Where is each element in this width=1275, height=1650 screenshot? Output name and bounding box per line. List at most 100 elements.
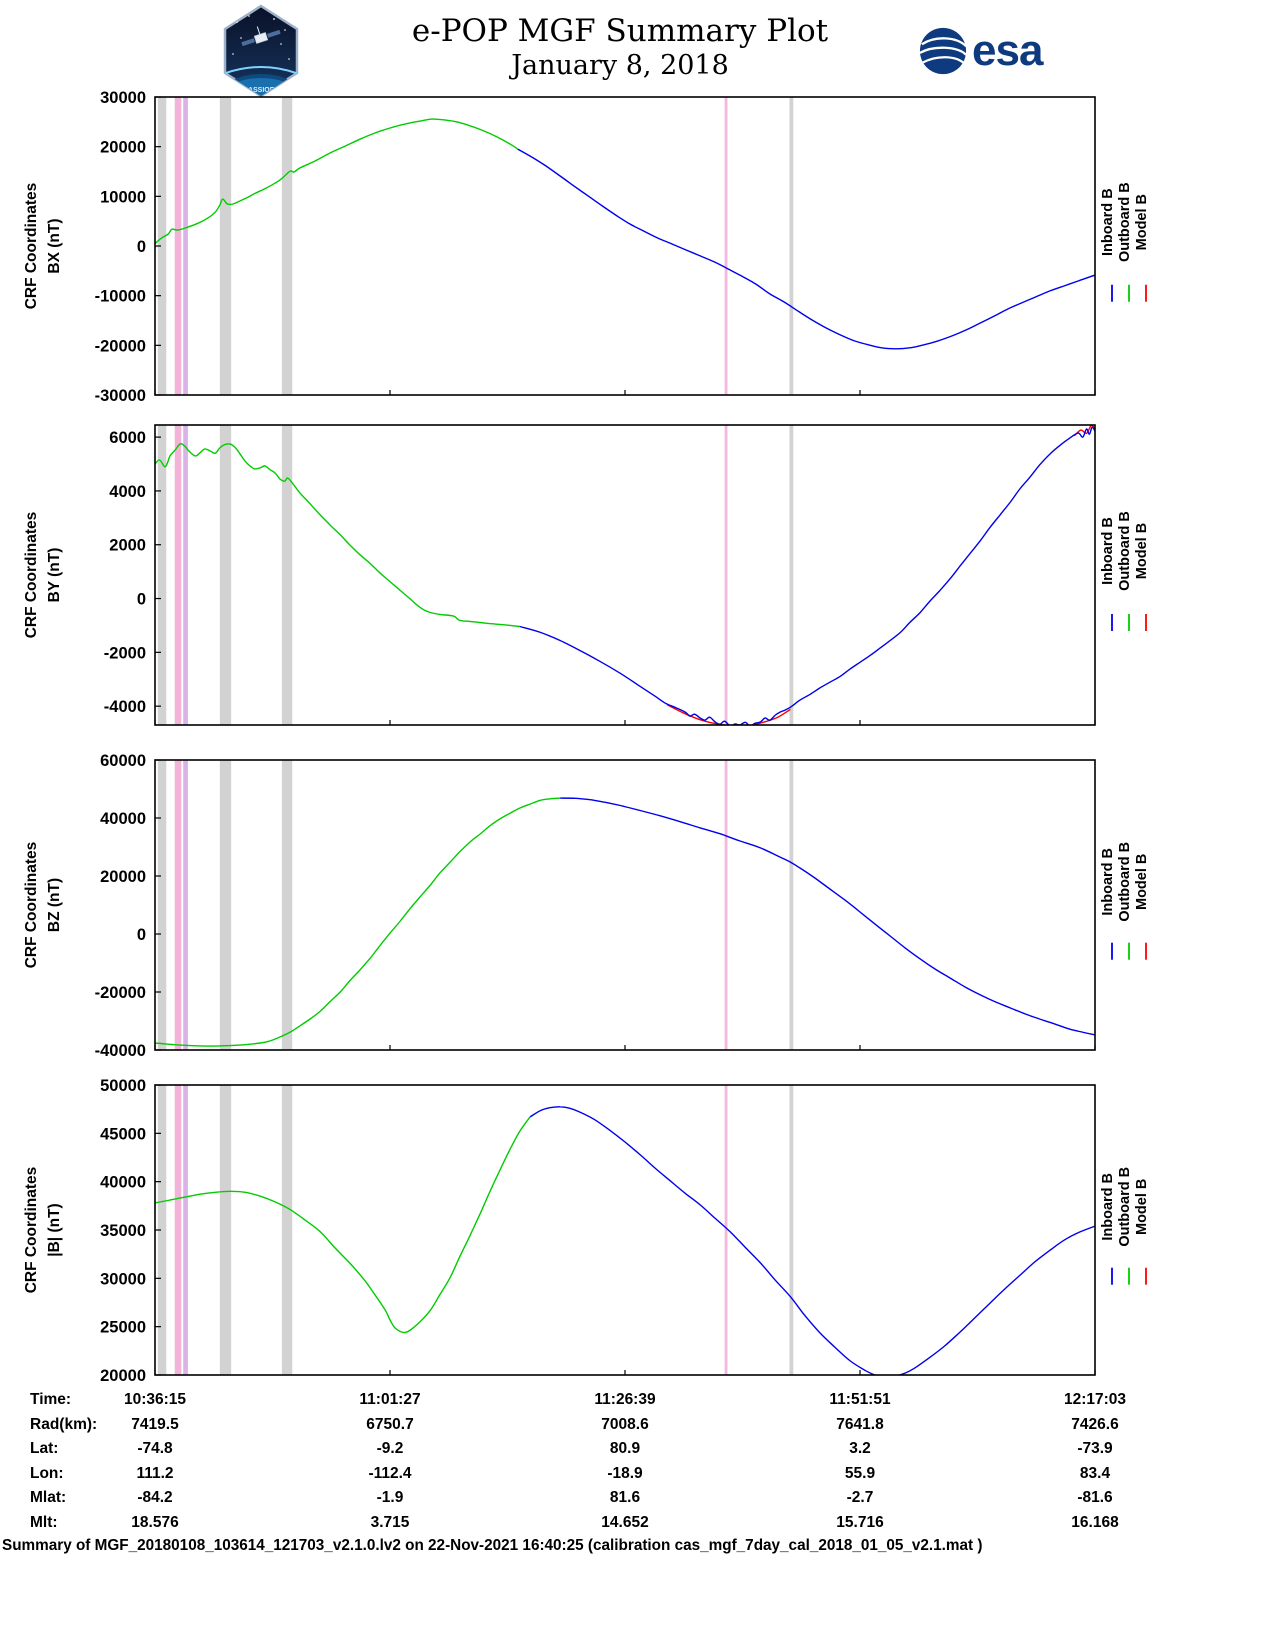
- event-band: [183, 425, 188, 725]
- table-cell: 81.6: [609, 1489, 641, 1507]
- event-band: [219, 1085, 232, 1375]
- table-cell: 12:17:03: [1063, 1391, 1127, 1408]
- y-tick-label: 0: [137, 591, 146, 609]
- table-cell: -18.9: [607, 1464, 643, 1482]
- footer-summary: Summary of MGF_20180108_103614_121703_v2…: [2, 1537, 983, 1554]
- event-band: [219, 425, 232, 725]
- table-cell: -73.9: [1077, 1440, 1113, 1458]
- series-inboard-b: [529, 1106, 1095, 1375]
- event-band: [724, 760, 728, 1050]
- plot-border: [154, 759, 1096, 1051]
- y-tick-label: -30000: [95, 387, 146, 405]
- table-row-label: Time:: [30, 1391, 72, 1408]
- event-band: [183, 97, 188, 395]
- satellite-icon: [241, 26, 281, 47]
- plot-border: [154, 96, 1096, 396]
- legend-label: Inboard B: [1100, 517, 1116, 585]
- series-outboard-b: [155, 442, 520, 628]
- event-band: [281, 1085, 293, 1375]
- table-cell: -112.4: [368, 1464, 412, 1482]
- y-tick-label: 4000: [109, 483, 146, 501]
- table-cell: 111.2: [136, 1464, 174, 1482]
- panel-by: 6000 4000 2000 0 -2000 -4000 CRF Coordinates BY…: [23, 424, 1150, 726]
- legend-label: Outboard B: [1117, 1167, 1133, 1247]
- series-model-b: [1073, 425, 1095, 437]
- esa-emblem-icon: [919, 27, 967, 75]
- event-band: [724, 97, 728, 395]
- y-axis-label: CRF Coordinates: [23, 1167, 40, 1294]
- y-tick-label: 60000: [100, 752, 146, 770]
- table-cell: 11:01:27: [359, 1391, 421, 1408]
- table-cell: 3.715: [370, 1514, 410, 1531]
- y-tick-label: 20000: [100, 139, 146, 157]
- event-band: [157, 760, 167, 1050]
- y-tick-label: -40000: [95, 1042, 146, 1060]
- y-tick-label: 20000: [100, 1367, 146, 1385]
- esa-wordmark: esa: [972, 26, 1043, 75]
- legend-label: Outboard B: [1117, 182, 1133, 262]
- y-tick-label: 6000: [109, 429, 146, 447]
- table-cell: 80.9: [609, 1440, 641, 1458]
- y-axis-label: BZ (nT): [46, 878, 63, 932]
- table-cell: 7008.6: [601, 1415, 649, 1433]
- legend-label: Outboard B: [1117, 511, 1133, 591]
- table-cell: 7426.6: [1071, 1415, 1119, 1433]
- legend-label: Inboard B: [1100, 848, 1116, 916]
- y-tick-label: -2000: [104, 644, 146, 662]
- event-band: [219, 97, 232, 395]
- y-tick-label: 25000: [100, 1319, 146, 1337]
- legend-label: Model B: [1134, 194, 1150, 250]
- y-axis-label: CRF Coordinates: [23, 512, 40, 639]
- event-band: [789, 1085, 794, 1375]
- series-outboard-b: [155, 797, 561, 1047]
- page-title: e-POP MGF Summary Plot January 8, 2018: [0, 13, 1240, 82]
- y-tick-label: 2000: [109, 537, 146, 555]
- legend-label: Outboard B: [1117, 842, 1133, 922]
- y-axis-label: BY (nT): [46, 548, 63, 603]
- event-band: [183, 760, 188, 1050]
- y-tick-label: 20000: [100, 868, 146, 886]
- table-cell: -81.6: [1077, 1489, 1113, 1507]
- cassiope-logo: CASSIOPE: [223, 4, 299, 98]
- panel-bx: 30000 20000 10000 0 -10000 -20000 -30000 CRF Co…: [23, 90, 1150, 405]
- series-outboard-b: [155, 118, 519, 245]
- y-axis-label: |B| (nT): [46, 1203, 63, 1256]
- table-cell: 10:36:15: [123, 1391, 187, 1408]
- y-tick-label: 30000: [100, 90, 146, 107]
- y-axis-label: CRF Coordinates: [23, 842, 40, 969]
- table-cell: 16.168: [1071, 1514, 1119, 1531]
- table-cell: 7419.5: [131, 1415, 179, 1433]
- table-cell: 15.716: [836, 1514, 884, 1531]
- legend-label: Model B: [1134, 523, 1150, 579]
- plot-border: [154, 424, 1096, 726]
- ephemeris-table: Time: 10:36:15 11:01:27 11:26:39 11:51:51 12:…: [0, 1391, 1275, 1541]
- table-cell: -1.9: [376, 1489, 404, 1507]
- event-band: [219, 760, 232, 1050]
- y-tick-label: 30000: [100, 1270, 146, 1288]
- event-band: [174, 760, 182, 1050]
- panel-bmag: 50000 45000 40000 35000 30000 25000 20000 CRF C…: [23, 1077, 1150, 1385]
- event-band: [157, 97, 167, 395]
- y-tick-label: 40000: [100, 1174, 146, 1192]
- event-band: [724, 1085, 728, 1375]
- title-line2: January 8, 2018: [511, 49, 729, 81]
- event-band: [174, 1085, 182, 1375]
- table-row-label: Lon:: [30, 1464, 64, 1482]
- event-band: [157, 425, 167, 725]
- event-band: [789, 425, 794, 725]
- y-tick-label: 0: [137, 238, 146, 256]
- table-row-label: Rad(km):: [30, 1415, 98, 1433]
- y-tick-label: 40000: [100, 810, 146, 828]
- table-cell: -9.2: [376, 1440, 404, 1458]
- y-tick-label: -10000: [95, 288, 146, 306]
- y-axis-label: BX (nT): [46, 218, 63, 273]
- series-inboard-b: [519, 426, 1095, 725]
- panel-bz: 60000 40000 20000 0 -20000 -40000 CRF Coordina…: [23, 752, 1150, 1060]
- legend-label: Model B: [1134, 1179, 1150, 1235]
- table-cell: -74.8: [137, 1440, 173, 1458]
- y-tick-label: 35000: [100, 1222, 146, 1240]
- series-inboard-b: [517, 148, 1095, 350]
- event-band: [281, 97, 293, 395]
- event-band: [174, 425, 182, 725]
